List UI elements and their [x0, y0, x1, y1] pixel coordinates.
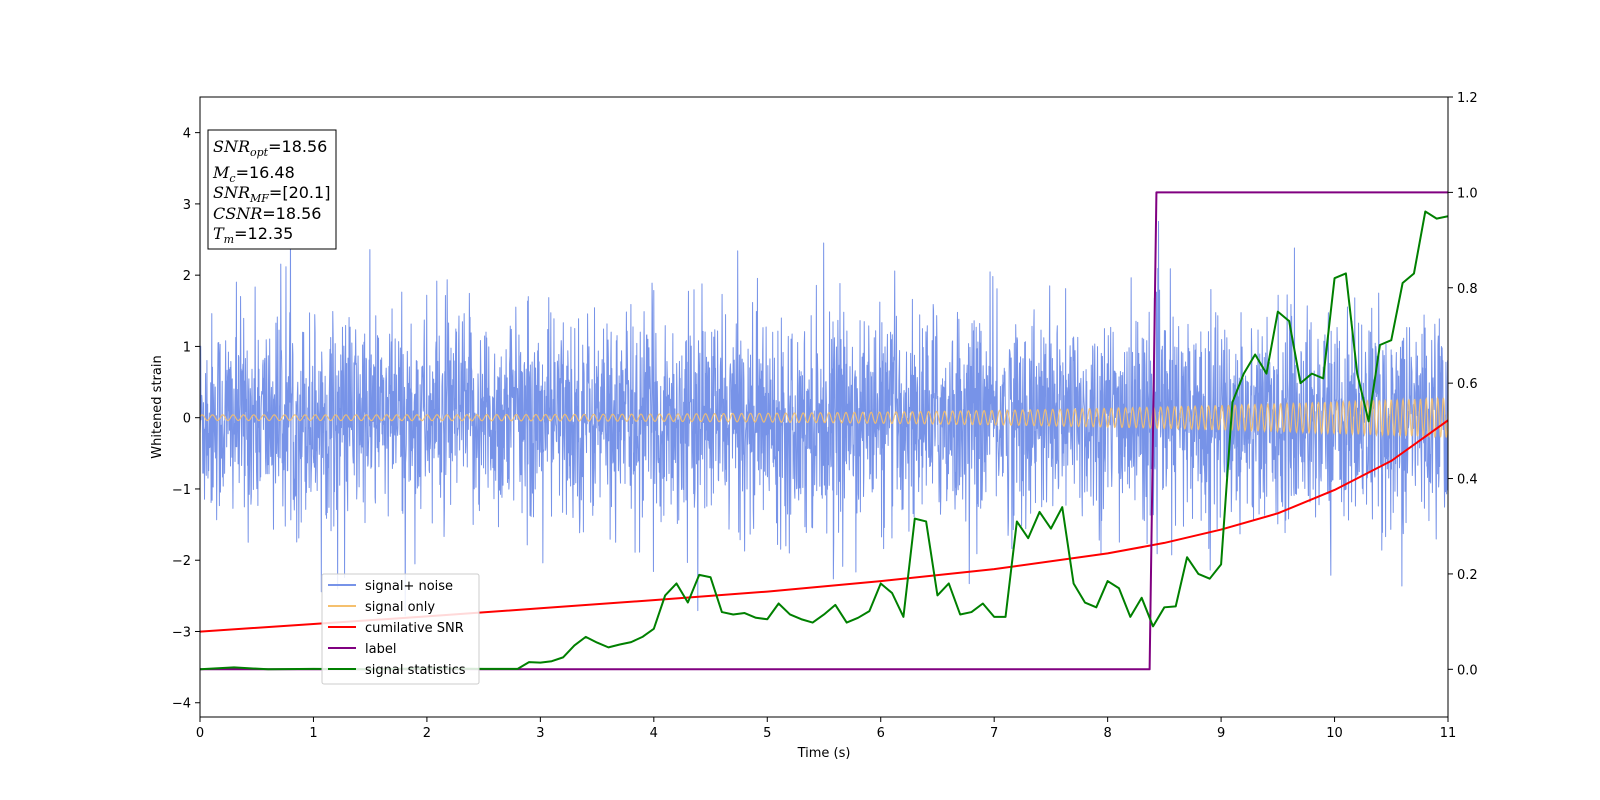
y-left-tick-label: 0 [183, 412, 191, 427]
legend-frame [321, 573, 480, 685]
y-left-tick-label: −3 [172, 625, 191, 640]
x-tick-label: 9 [1217, 726, 1225, 741]
legend-entry-signal-noise: signal+ noise [328, 579, 453, 594]
y-left-tick-label: 3 [183, 198, 191, 213]
annotation-line-5-value: =12.35 [234, 224, 293, 243]
x-axis-label: Time (s) [797, 746, 851, 761]
x-tick-label: 11 [1440, 726, 1457, 741]
legend-label-cumilative-snr: cumilative SNR [365, 621, 464, 636]
x-tick-label: 1 [309, 726, 317, 741]
y-right-tick-label: 0.8 [1457, 282, 1478, 297]
y-left-tick-label: −4 [172, 697, 191, 712]
y-left-tick-label: −1 [172, 483, 191, 498]
x-tick-label: 8 [1103, 726, 1111, 741]
legend-entry-signal-statistics: signal statistics [328, 663, 466, 678]
y-left-tick-label: 1 [183, 340, 191, 355]
annotation-line-1: SNRopt=18.56 [213, 137, 327, 159]
legend-entry-cumilative-snr: cumilative SNR [328, 621, 464, 636]
series-signal-statistics-line [200, 210, 1448, 671]
annotation-line-3-base: SNR [213, 183, 250, 202]
x-tick-label: 4 [650, 726, 658, 741]
annotation-line-1-base: SNR [213, 137, 250, 156]
x-tick-label: 2 [423, 726, 431, 741]
annotation-line-5: Tm=12.35 [213, 224, 293, 246]
annotation-line-3-value: =[20.1] [269, 183, 331, 202]
annotation-line-1-sub: opt [250, 146, 269, 159]
annotation-line-3: SNRMF=[20.1] [213, 183, 330, 205]
legend-label-label: label [365, 642, 396, 657]
y-left-tick-label: 4 [183, 127, 191, 142]
annotation-line-1-value: =18.56 [268, 137, 327, 156]
y-right-tick-label: 0.2 [1457, 568, 1478, 583]
series-label-line [200, 191, 1448, 671]
x-tick-label: 6 [877, 726, 885, 741]
x-tick-label: 10 [1326, 726, 1343, 741]
annotation-line-2: Mc=16.48 [212, 163, 295, 185]
annotation-frame [207, 129, 337, 250]
annotation-line-3-sub: MF [249, 192, 269, 205]
x-tick-label: 3 [536, 726, 544, 741]
annotation-line-4-base: CSNR [213, 204, 262, 223]
annotation-box: SNRopt=18.56 Mc=16.48 SNRMF=[20.1] CSNR=… [207, 129, 337, 250]
y-left-tick-label: 2 [183, 269, 191, 284]
ticks-layer: 0 1 2 3 4 5 6 7 8 9 10 11 −4 −3 −2 −1 0 1 2 3 4 0.0 0.2 0.4 0.6 0… [172, 91, 1478, 741]
annotation-line-2-sub: c [229, 172, 235, 185]
annotation-line-5-sub: m [224, 233, 234, 246]
y-right-tick-label: 0.4 [1457, 473, 1478, 488]
y-right-tick-label: 1.2 [1457, 91, 1478, 106]
series-signal-only-line [200, 396, 1448, 439]
plot-frame [199, 96, 1449, 718]
y-right-tick-label: 0.6 [1457, 377, 1478, 392]
y-axis-label-left: Whitened strain [150, 355, 165, 458]
annotation-line-4: CSNR=18.56 [213, 204, 321, 223]
annotation-line-2-value: =16.48 [236, 163, 295, 182]
legend: signal+ noise signal only cumilative SNR… [321, 573, 480, 685]
legend-label-signal-only: signal only [365, 600, 435, 615]
y-right-tick-label: 1.0 [1457, 186, 1478, 201]
annotation-line-4-value: =18.56 [262, 204, 321, 223]
x-tick-label: 7 [990, 726, 998, 741]
series-signal-noise-line [200, 220, 1448, 616]
x-tick-label: 5 [763, 726, 771, 741]
annotation-line-5-base: T [213, 224, 225, 243]
x-tick-label: 0 [196, 726, 204, 741]
annotation-line-2-base: M [212, 163, 230, 182]
legend-label-signal-statistics: signal statistics [365, 663, 466, 678]
legend-entry-label: label [328, 642, 396, 657]
y-right-tick-label: 0.0 [1457, 663, 1478, 678]
legend-entry-signal-only: signal only [328, 600, 435, 615]
legend-label-signal-noise: signal+ noise [365, 579, 453, 594]
y-left-tick-label: −2 [172, 554, 191, 569]
